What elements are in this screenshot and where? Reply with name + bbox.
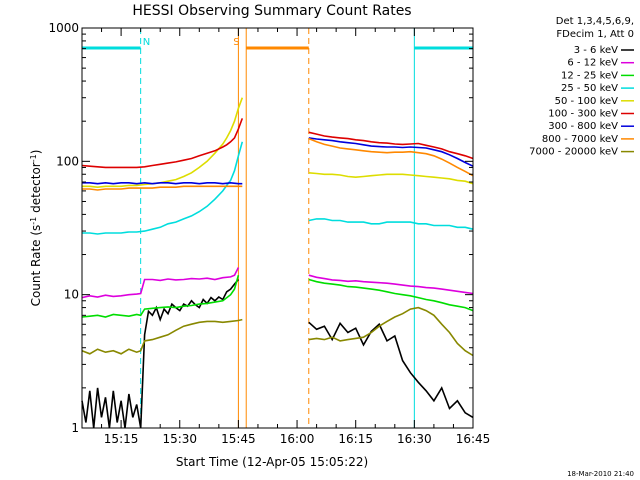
y-tick-label: 100 bbox=[56, 154, 79, 168]
state-transition-lines bbox=[140, 28, 474, 428]
legend-header-detectors: Det 1,3,4,5,6,9, bbox=[556, 16, 634, 27]
series-line-5 bbox=[81, 118, 244, 169]
series-line-4 bbox=[308, 172, 474, 185]
legend-label-7: 800 - 7000 keV bbox=[542, 134, 618, 145]
series-line-2 bbox=[308, 278, 474, 312]
x-tick-label: 16:15 bbox=[338, 432, 373, 446]
series-line-1 bbox=[81, 267, 240, 299]
series-line-3 bbox=[82, 141, 244, 235]
legend-label-2: 12 - 25 keV bbox=[561, 70, 618, 81]
x-tick-label: 15:30 bbox=[162, 432, 197, 446]
legend-label-8: 7000 - 20000 keV bbox=[529, 147, 618, 158]
legend: Det 1,3,4,5,6,9, FDecim 1, Att 0 3 - 6 k… bbox=[529, 16, 634, 158]
y-tick-label: 1 bbox=[71, 421, 79, 435]
y-axis-label: Count Rate (s-1 detector-1) bbox=[29, 150, 43, 307]
y-tick-label: 1000 bbox=[48, 21, 79, 35]
legend-label-6: 300 - 800 keV bbox=[548, 121, 618, 132]
series-line-5 bbox=[308, 131, 474, 160]
series-line-3 bbox=[308, 218, 474, 230]
series-line-6 bbox=[82, 181, 243, 185]
series-line-7 bbox=[308, 137, 474, 177]
series-line-0 bbox=[308, 321, 474, 419]
axis-ticks: 15:15 15:30 15:45 16:00 16:15 16:30 16:45 1 10 10… bbox=[48, 21, 490, 446]
series-line-8 bbox=[308, 306, 474, 357]
legend-label-0: 3 - 6 keV bbox=[574, 45, 618, 56]
x-tick-label: 16:00 bbox=[280, 432, 315, 446]
x-tick-label: 15:45 bbox=[221, 432, 256, 446]
series-line-2 bbox=[81, 274, 240, 318]
x-tick-label: 15:15 bbox=[104, 432, 139, 446]
legend-label-1: 6 - 12 keV bbox=[567, 58, 618, 69]
x-axis-label: Start Time (12-Apr-05 15:05:22) bbox=[176, 455, 368, 469]
legend-header-decim: FDecim 1, Att 0 bbox=[556, 29, 634, 40]
state-label-night: N bbox=[143, 37, 150, 48]
series-line-8 bbox=[81, 318, 243, 355]
series-line-0 bbox=[81, 278, 240, 429]
series-line-4 bbox=[82, 97, 244, 189]
x-tick-label: 16:45 bbox=[456, 432, 491, 446]
legend-label-3: 25 - 50 keV bbox=[561, 83, 618, 94]
state-label-saa: S bbox=[233, 37, 239, 48]
x-tick-label: 16:30 bbox=[397, 432, 432, 446]
footer-date: 18-Mar-2010 21:40 bbox=[567, 470, 634, 478]
legend-label-5: 100 - 300 keV bbox=[548, 109, 618, 120]
y-tick-label: 10 bbox=[64, 288, 79, 302]
series-line-6 bbox=[308, 137, 474, 167]
chart-title: HESSI Observing Summary Count Rates bbox=[132, 3, 411, 19]
series-lines bbox=[81, 97, 474, 429]
legend-label-4: 50 - 100 keV bbox=[555, 96, 619, 107]
series-line-7 bbox=[82, 185, 243, 191]
series-line-1 bbox=[308, 274, 474, 295]
